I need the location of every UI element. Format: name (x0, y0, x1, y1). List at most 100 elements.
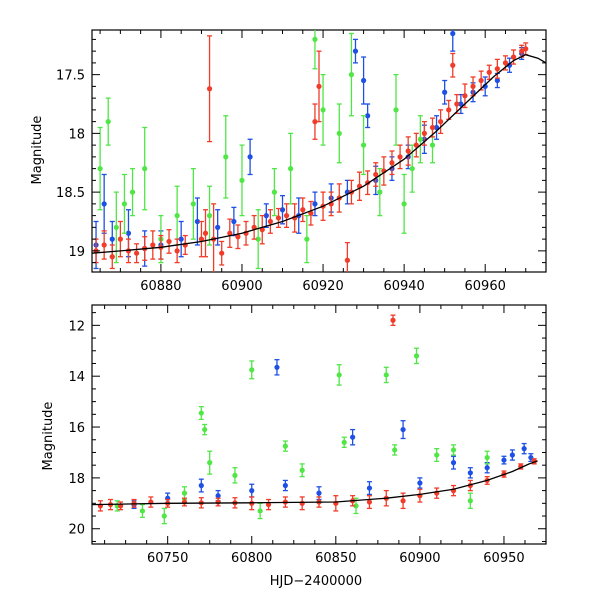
top-blue-point (433, 124, 440, 131)
top-green-point (348, 72, 355, 78)
top-green-point (336, 130, 342, 136)
top-blue-point (231, 218, 237, 225)
top-green-point (393, 107, 399, 113)
bottom-green-point (450, 447, 457, 453)
bottom-green-point (341, 439, 347, 445)
top-blue-point (442, 89, 448, 95)
bottom-red-point (299, 500, 305, 506)
bottom-data-layer (92, 314, 538, 525)
bottom-green-point (353, 503, 359, 509)
bottom-blue-point (249, 488, 255, 494)
bottom-blue-point (400, 426, 406, 433)
top-red-point (283, 213, 290, 219)
bottom-y-tick-label: 20 (68, 523, 85, 538)
bottom-blue-point (417, 480, 423, 486)
top-red-point (117, 236, 123, 242)
top-red-point (267, 218, 273, 225)
top-model-curve (92, 54, 546, 254)
top-red-point (454, 101, 460, 107)
top-green-point (288, 166, 294, 172)
bottom-x-tick-label: 60800 (231, 551, 272, 566)
top-red-point (259, 227, 265, 233)
top-y-tick-label: 18 (68, 127, 85, 142)
top-green-point (239, 177, 245, 183)
top-red-point (174, 248, 180, 254)
top-red-point (446, 107, 452, 113)
top-green-point (409, 166, 415, 172)
bottom-blue-point (366, 485, 373, 491)
bottom-green-point (249, 367, 255, 373)
bottom-x-tick-label: 60850 (315, 551, 356, 566)
top-y-tick-label: 17.5 (56, 69, 85, 84)
top-red-point (389, 160, 395, 166)
top-red-point (219, 250, 225, 256)
top-red-point (133, 250, 140, 256)
top-red-point (344, 257, 350, 263)
top-red-point (421, 130, 427, 136)
top-blue-point (352, 48, 359, 54)
bottom-green-point (257, 508, 263, 514)
top-red-point (109, 254, 115, 260)
bottom-model-curve (92, 460, 538, 506)
bottom-blue-point (450, 460, 457, 466)
bottom-green-point (467, 498, 473, 504)
bottom-y-axis-title: Magnitude (41, 402, 56, 471)
top-blue-point (365, 113, 371, 119)
bottom-green-point (207, 460, 213, 466)
top-y-axis-title: Magnitude (30, 116, 45, 185)
top-green-point (255, 236, 261, 242)
top-red-point (316, 83, 322, 89)
top-red-point (486, 69, 492, 75)
bottom-blue-point (484, 465, 490, 471)
bottom-red-point (390, 317, 396, 323)
top-red-point (438, 119, 444, 125)
top-green-point (206, 213, 213, 219)
top-plot-frame (91, 29, 547, 273)
bottom-green-point (232, 472, 238, 478)
top-green-point (320, 107, 326, 113)
top-red-point (373, 171, 379, 178)
top-blue-point (194, 218, 200, 225)
bottom-x-tick-label: 60950 (483, 551, 524, 566)
bottom-blue-point (467, 470, 473, 476)
top-blue-point (458, 101, 464, 107)
top-green-point (190, 201, 196, 207)
top-blue-point (450, 30, 456, 37)
top-red-point (198, 236, 205, 242)
bottom-green-point (392, 447, 398, 453)
bottom-blue-point (521, 446, 527, 452)
bottom-red-point (181, 499, 188, 505)
top-data-layer (92, 30, 546, 272)
top-red-point (519, 48, 525, 54)
top-green-point (105, 119, 111, 125)
top-red-point (300, 207, 306, 213)
bottom-green-point (198, 410, 204, 416)
bottom-blue-point (350, 434, 356, 440)
bottom-blue-point (274, 364, 280, 370)
bottom-green-point (299, 467, 305, 473)
bottom-green-point (413, 353, 420, 359)
top-green-point (121, 201, 128, 207)
bottom-y-tick-label: 14 (68, 370, 85, 385)
top-green-point (417, 136, 423, 142)
bottom-x-tick-label: 60900 (399, 551, 440, 566)
top-green-point (223, 154, 229, 160)
top-x-tick-label: 60900 (221, 279, 262, 294)
bottom-blue-point (501, 457, 507, 463)
top-green-point (312, 36, 318, 42)
bottom-plot-frame (91, 304, 547, 545)
top-y-tick-label: 18.5 (56, 186, 85, 201)
bottom-green-point (139, 508, 146, 514)
bottom-red-point (400, 498, 406, 504)
top-blue-point (125, 230, 132, 236)
bottom-x-axis-title: HJD−2400000 (270, 574, 362, 589)
bottom-green-point (202, 426, 208, 433)
top-green-point (113, 224, 119, 230)
top-red-point (405, 148, 411, 154)
top-red-point (227, 230, 233, 236)
bottom-y-tick-label: 18 (68, 472, 85, 487)
top-red-point (478, 77, 484, 84)
top-red-point (413, 142, 419, 148)
